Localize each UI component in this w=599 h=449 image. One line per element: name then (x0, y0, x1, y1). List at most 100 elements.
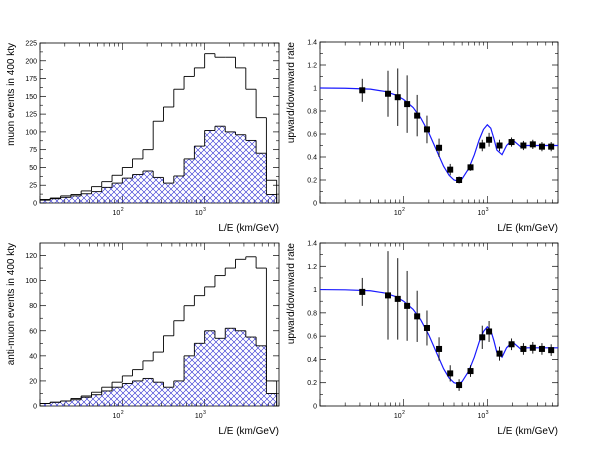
panel-top-right: 00.20.40.60.811.21.410 2 10 3L/E (km/GeV)up… (286, 40, 559, 234)
x-tick-exponent: 3 (486, 207, 489, 213)
x-tick-exponent: 3 (203, 410, 206, 416)
x-axis-label: L/E (km/GeV) (218, 426, 279, 437)
x-tick-exponent: 2 (402, 207, 405, 213)
x-tick-label: 10 2 (113, 207, 124, 217)
x-tick-exponent: 3 (486, 410, 489, 416)
y-tick-label: 20 (29, 378, 37, 385)
data-point (447, 370, 454, 377)
x-tick-base: 10 (195, 413, 203, 420)
x-tick-base: 10 (394, 413, 402, 420)
data-point (486, 328, 493, 335)
y-tick-label: 0.6 (307, 132, 317, 139)
y-axis-label: upward/downward rate (286, 243, 297, 345)
plot-frame (319, 41, 559, 204)
y-tick-label: 1.4 (307, 40, 317, 47)
data-point (414, 112, 421, 119)
x-tick-base: 10 (113, 210, 121, 217)
data-point (520, 345, 527, 352)
data-point (423, 126, 430, 133)
data-point (529, 344, 536, 351)
data-point (359, 87, 366, 94)
y-tick-label: 125 (25, 112, 37, 119)
data-point (385, 90, 392, 97)
x-tick-base: 10 (394, 210, 402, 217)
y-tick-label: 1.2 (307, 63, 317, 70)
data-point (404, 302, 411, 309)
data-point (436, 345, 443, 352)
x-tick-exponent: 3 (203, 207, 206, 213)
data-point (538, 345, 545, 352)
y-tick-label: 0.6 (307, 334, 317, 341)
x-tick-label: 10 3 (195, 410, 206, 420)
y-tick-label: 0.2 (307, 178, 317, 185)
y-tick-label: 40 (29, 353, 37, 360)
y-tick-label: 1.2 (307, 264, 317, 271)
data-point (548, 347, 555, 354)
y-axis-label: anti-muon events in 400 kty (6, 243, 17, 365)
y-tick-label: 0 (313, 201, 317, 208)
data-point (436, 144, 443, 151)
panel-bottom-right: 00.20.40.60.811.21.410 2 10 3L/E (km/GeV)up… (286, 241, 559, 437)
data-point (529, 141, 536, 148)
y-tick-label: 0.8 (307, 109, 317, 116)
y-tick-label: 0 (33, 404, 37, 411)
y-tick-label: 100 (25, 129, 37, 136)
x-tick-exponent: 2 (121, 410, 124, 416)
x-tick-exponent: 2 (402, 410, 405, 416)
y-tick-label: 80 (29, 303, 37, 310)
y-tick-label: 225 (25, 41, 37, 48)
x-tick-label: 10 2 (113, 410, 124, 420)
x-tick-base: 10 (478, 210, 486, 217)
oscillation-fit-curve (319, 288, 558, 385)
y-tick-label: 0.2 (307, 380, 317, 387)
data-point (520, 142, 527, 149)
data-point (496, 350, 503, 357)
y-tick-label: 75 (29, 147, 37, 154)
y-axis-label: muon events in 400 kty (6, 43, 17, 146)
y-tick-label: 50 (29, 165, 37, 172)
x-axis-label: L/E (km/GeV) (497, 426, 558, 437)
y-tick-label: 0 (33, 201, 37, 208)
data-point (548, 143, 555, 150)
y-tick-label: 0.4 (307, 357, 317, 364)
data-point (385, 292, 392, 299)
x-tick-label: 10 2 (394, 410, 405, 420)
data-point (456, 177, 463, 183)
data-point (479, 334, 486, 341)
y-tick-label: 1 (313, 86, 317, 93)
x-axis-label: L/E (km/GeV) (218, 223, 279, 234)
data-point (508, 341, 515, 348)
x-tick-base: 10 (195, 210, 203, 217)
x-axis-label: L/E (km/GeV) (497, 223, 558, 234)
x-tick-label: 10 3 (195, 207, 206, 217)
data-point (496, 142, 503, 149)
data-point (467, 368, 474, 375)
y-tick-label: 175 (25, 76, 37, 83)
x-tick-exponent: 2 (121, 207, 124, 213)
data-point (423, 324, 430, 331)
data-point (538, 143, 545, 150)
y-tick-label: 25 (29, 183, 37, 190)
x-tick-label: 10 3 (478, 410, 489, 420)
data-point (414, 313, 421, 320)
x-tick-base: 10 (478, 413, 486, 420)
y-tick-label: 60 (29, 328, 37, 335)
data-point (404, 101, 411, 108)
data-point (359, 288, 366, 295)
data-point (486, 136, 493, 143)
x-tick-base: 10 (113, 413, 121, 420)
y-tick-label: 0.4 (307, 155, 317, 162)
data-point (456, 382, 463, 389)
hatched-histogram-fill (40, 126, 277, 203)
y-tick-label: 1 (313, 287, 317, 294)
plot-frame (319, 242, 559, 407)
y-axis-label: upward/downward rate (286, 42, 297, 144)
data-point (508, 139, 515, 146)
data-point (394, 295, 401, 302)
y-tick-label: 1.4 (307, 241, 317, 248)
oscillation-fit-curve (319, 87, 558, 182)
y-tick-label: 200 (25, 58, 37, 65)
